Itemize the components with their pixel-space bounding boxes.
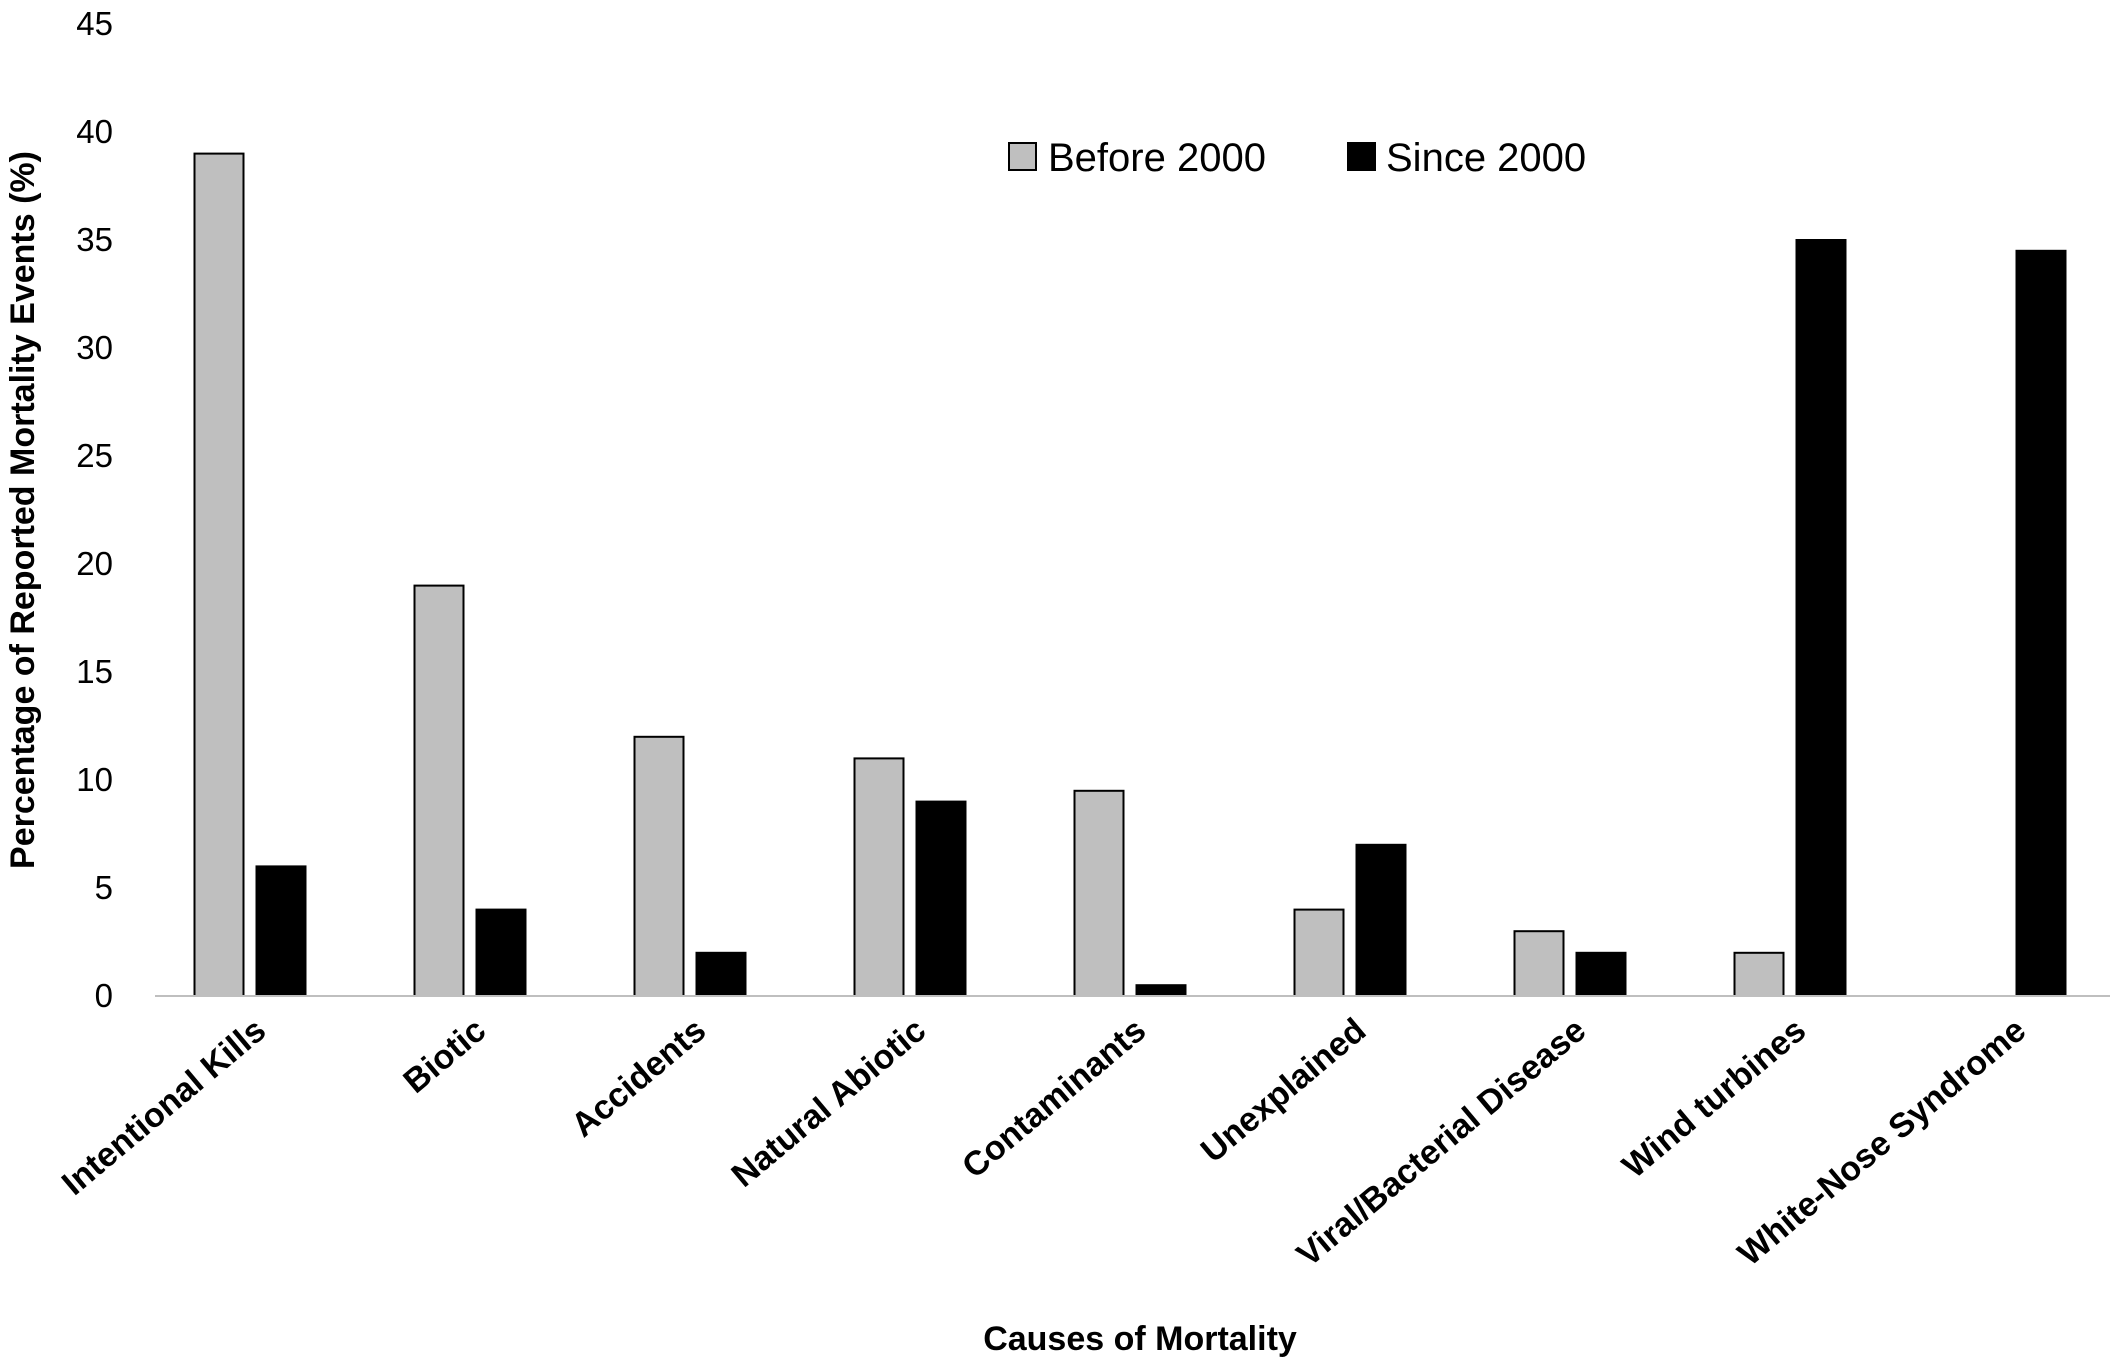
legend-label-before-2000: Before 2000 <box>1048 136 1266 180</box>
bar-before-2000-natural-abiotic <box>853 757 905 998</box>
bar-since-2000-viral-bacterial-disease <box>1575 951 1627 997</box>
y-tick-label-5: 5 <box>95 869 113 906</box>
bar-since-2000-intentional-kills <box>255 865 307 998</box>
y-axis-ticks: 0 5 10 15 20 25 30 35 40 45 <box>76 5 113 1014</box>
x-tick-label-accidents: Accidents <box>564 1011 713 1145</box>
y-tick-label-10: 10 <box>76 761 113 798</box>
y-tick-label-40: 40 <box>76 113 113 150</box>
bar-before-2000-unexplained <box>1293 908 1345 997</box>
x-tick-label-wind-turbines: Wind turbines <box>1615 1011 1813 1186</box>
bar-since-2000-white-nose-syndrome <box>2015 249 2067 998</box>
legend-label-since-2000: Since 2000 <box>1386 136 1586 180</box>
legend: Before 2000 Since 2000 <box>1008 136 1586 180</box>
bar-since-2000-wind-turbines <box>1795 239 1847 997</box>
x-tick-label-intentional-kills: Intentional Kills <box>55 1011 273 1203</box>
y-tick-label-0: 0 <box>95 977 113 1014</box>
x-axis-title: Causes of Mortality <box>983 1320 1297 1358</box>
x-tick-label-unexplained: Unexplained <box>1194 1011 1373 1170</box>
bar-before-2000-wind-turbines <box>1733 951 1785 997</box>
bar-before-2000-contaminants <box>1073 789 1125 997</box>
y-axis-title: Percentage of Reported Mortality Events … <box>4 151 42 869</box>
x-tick-label-natural-abiotic: Natural Abiotic <box>724 1011 933 1195</box>
y-tick-label-30: 30 <box>76 329 113 366</box>
x-tick-label-contaminants: Contaminants <box>955 1011 1153 1186</box>
bar-since-2000-natural-abiotic <box>915 800 967 997</box>
bar-since-2000-unexplained <box>1355 843 1407 997</box>
bar-before-2000-accidents <box>633 735 685 997</box>
x-axis-labels: Intentional Kills Biotic Accidents Natural … <box>55 1011 2033 1274</box>
bar-before-2000-viral-bacterial-disease <box>1513 930 1565 998</box>
bars <box>193 152 2067 998</box>
x-tick-label-biotic: Biotic <box>396 1011 493 1101</box>
bar-since-2000-biotic <box>475 908 527 997</box>
bar-before-2000-biotic <box>413 584 465 997</box>
y-tick-label-25: 25 <box>76 437 113 474</box>
bar-since-2000-contaminants <box>1135 984 1187 998</box>
legend-swatch-since-2000 <box>1347 142 1376 171</box>
bar-since-2000-accidents <box>695 951 747 997</box>
y-tick-label-15: 15 <box>76 653 113 690</box>
legend-swatch-before-2000 <box>1008 142 1037 171</box>
y-tick-label-35: 35 <box>76 221 113 258</box>
y-tick-label-45: 45 <box>76 5 113 42</box>
bar-before-2000-intentional-kills <box>193 152 245 998</box>
y-tick-label-20: 20 <box>76 545 113 582</box>
